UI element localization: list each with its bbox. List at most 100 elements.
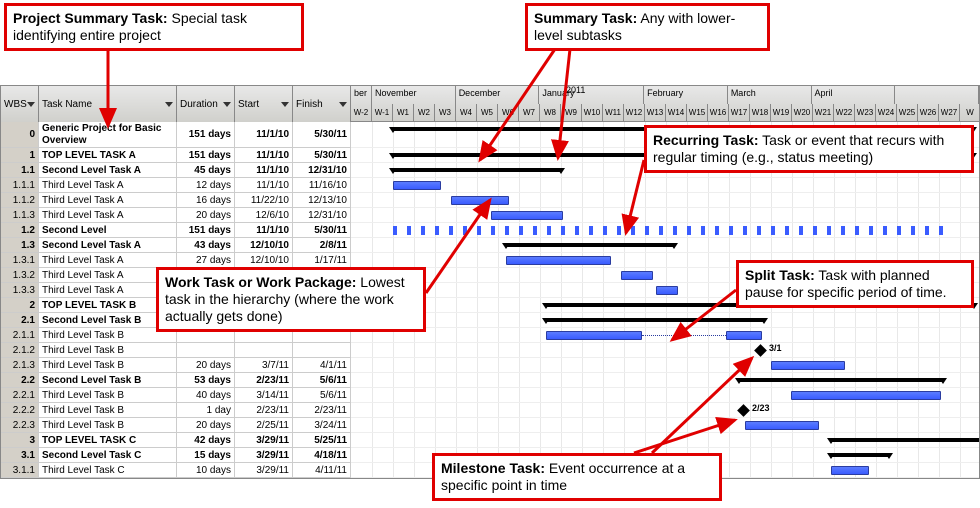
- cell-wbs[interactable]: 2.2.2: [1, 403, 39, 417]
- cell-start[interactable]: 3/29/11: [235, 433, 293, 447]
- summary-bar[interactable]: [831, 453, 889, 457]
- task-bar[interactable]: [621, 271, 653, 280]
- cell-finish[interactable]: 1/17/11: [293, 253, 351, 267]
- summary-bar[interactable]: [506, 243, 674, 247]
- cell-start[interactable]: 11/1/10: [235, 163, 293, 177]
- cell-start[interactable]: 12/10/10: [235, 253, 293, 267]
- cell-wbs[interactable]: 2.2: [1, 373, 39, 387]
- cell-start[interactable]: 3/29/11: [235, 448, 293, 462]
- dropdown-icon[interactable]: [27, 102, 35, 107]
- cell-name[interactable]: Second Level Task C: [39, 448, 177, 462]
- cell-start[interactable]: [235, 343, 293, 357]
- cell-dur[interactable]: 53 days: [177, 373, 235, 387]
- col-header-finish[interactable]: Finish: [293, 86, 351, 122]
- task-row[interactable]: 1.1.1Third Level Task A12 days11/1/1011/…: [1, 178, 351, 193]
- cell-finish[interactable]: 4/18/11: [293, 448, 351, 462]
- task-row[interactable]: 1.2Second Level151 days11/1/105/30/11: [1, 223, 351, 238]
- cell-start[interactable]: 2/25/11: [235, 418, 293, 432]
- cell-wbs[interactable]: 3: [1, 433, 39, 447]
- cell-dur[interactable]: 42 days: [177, 433, 235, 447]
- dropdown-icon[interactable]: [223, 102, 231, 107]
- cell-start[interactable]: 3/14/11: [235, 388, 293, 402]
- cell-finish[interactable]: 4/1/11: [293, 358, 351, 372]
- cell-finish[interactable]: 5/30/11: [293, 223, 351, 237]
- cell-name[interactable]: Second Level Task B: [39, 373, 177, 387]
- cell-dur[interactable]: 12 days: [177, 178, 235, 192]
- task-bar[interactable]: [451, 196, 509, 205]
- task-row[interactable]: 1TOP LEVEL TASK A151 days11/1/105/30/11: [1, 148, 351, 163]
- milestone-marker[interactable]: [754, 344, 767, 357]
- task-row[interactable]: 1.3.1Third Level Task A27 days12/10/101/…: [1, 253, 351, 268]
- cell-finish[interactable]: 3/24/11: [293, 418, 351, 432]
- task-row[interactable]: 1.1.2Third Level Task A16 days11/22/1012…: [1, 193, 351, 208]
- task-row[interactable]: 3.1Second Level Task C15 days3/29/114/18…: [1, 448, 351, 463]
- col-header-wbs[interactable]: WBS: [1, 86, 39, 122]
- cell-finish[interactable]: 2/8/11: [293, 238, 351, 252]
- task-row[interactable]: 2.2.3Third Level Task B20 days2/25/113/2…: [1, 418, 351, 433]
- task-bar[interactable]: [791, 391, 941, 400]
- task-bar[interactable]: [745, 421, 819, 430]
- summary-bar[interactable]: [831, 438, 979, 442]
- cell-dur[interactable]: 20 days: [177, 358, 235, 372]
- milestone-marker[interactable]: [737, 404, 750, 417]
- dropdown-icon[interactable]: [339, 102, 347, 107]
- cell-start[interactable]: 11/1/10: [235, 122, 293, 147]
- cell-name[interactable]: Third Level Task B: [39, 343, 177, 357]
- cell-dur[interactable]: 1 day: [177, 403, 235, 417]
- cell-finish[interactable]: 5/6/11: [293, 388, 351, 402]
- cell-dur[interactable]: 40 days: [177, 388, 235, 402]
- cell-dur[interactable]: 10 days: [177, 463, 235, 477]
- cell-name[interactable]: Third Level Task B: [39, 358, 177, 372]
- cell-wbs[interactable]: 1.2: [1, 223, 39, 237]
- task-row[interactable]: 1.3Second Level Task A43 days12/10/102/8…: [1, 238, 351, 253]
- task-row[interactable]: 1.1.3Third Level Task A20 days12/6/1012/…: [1, 208, 351, 223]
- cell-finish[interactable]: 12/31/10: [293, 163, 351, 177]
- cell-wbs[interactable]: 1.1.3: [1, 208, 39, 222]
- cell-start[interactable]: 3/7/11: [235, 358, 293, 372]
- cell-wbs[interactable]: 1.3.2: [1, 268, 39, 282]
- task-bar[interactable]: [546, 331, 642, 340]
- cell-name[interactable]: Third Level Task B: [39, 403, 177, 417]
- cell-dur[interactable]: 20 days: [177, 208, 235, 222]
- cell-finish[interactable]: 11/16/10: [293, 178, 351, 192]
- cell-name[interactable]: Second Level Task A: [39, 238, 177, 252]
- cell-start[interactable]: 2/23/11: [235, 403, 293, 417]
- task-row[interactable]: 0Generic Project for Basic Overview151 d…: [1, 122, 351, 148]
- cell-name[interactable]: Second Level Task A: [39, 163, 177, 177]
- cell-finish[interactable]: 5/25/11: [293, 433, 351, 447]
- cell-finish[interactable]: 5/6/11: [293, 373, 351, 387]
- cell-name[interactable]: Third Level Task A: [39, 193, 177, 207]
- cell-start[interactable]: 3/29/11: [235, 463, 293, 477]
- cell-name[interactable]: TOP LEVEL TASK C: [39, 433, 177, 447]
- cell-wbs[interactable]: 2.1.2: [1, 343, 39, 357]
- cell-finish[interactable]: 12/13/10: [293, 193, 351, 207]
- dropdown-icon[interactable]: [281, 102, 289, 107]
- cell-wbs[interactable]: 3.1: [1, 448, 39, 462]
- cell-wbs[interactable]: 2.1: [1, 313, 39, 327]
- cell-wbs[interactable]: 1: [1, 148, 39, 162]
- cell-finish[interactable]: 4/11/11: [293, 463, 351, 477]
- cell-dur[interactable]: 45 days: [177, 163, 235, 177]
- cell-name[interactable]: TOP LEVEL TASK A: [39, 148, 177, 162]
- task-row[interactable]: 2.2Second Level Task B53 days2/23/115/6/…: [1, 373, 351, 388]
- task-row[interactable]: 2.2.1Third Level Task B40 days3/14/115/6…: [1, 388, 351, 403]
- cell-name[interactable]: Generic Project for Basic Overview: [39, 122, 177, 147]
- cell-start[interactable]: 12/10/10: [235, 238, 293, 252]
- task-row[interactable]: 2.1.3Third Level Task B20 days3/7/114/1/…: [1, 358, 351, 373]
- task-bar[interactable]: [393, 181, 441, 190]
- cell-dur[interactable]: 27 days: [177, 253, 235, 267]
- cell-wbs[interactable]: 3.1.1: [1, 463, 39, 477]
- cell-dur[interactable]: 15 days: [177, 448, 235, 462]
- task-bar[interactable]: [831, 466, 869, 475]
- cell-dur[interactable]: 151 days: [177, 223, 235, 237]
- task-row[interactable]: 3TOP LEVEL TASK C42 days3/29/115/25/11: [1, 433, 351, 448]
- cell-name[interactable]: Second Level: [39, 223, 177, 237]
- cell-wbs[interactable]: 0: [1, 122, 39, 147]
- task-bar[interactable]: [506, 256, 611, 265]
- cell-dur[interactable]: [177, 343, 235, 357]
- summary-bar[interactable]: [739, 378, 943, 382]
- cell-start[interactable]: 11/22/10: [235, 193, 293, 207]
- cell-finish[interactable]: 5/30/11: [293, 148, 351, 162]
- cell-dur[interactable]: 151 days: [177, 122, 235, 147]
- cell-start[interactable]: 11/1/10: [235, 148, 293, 162]
